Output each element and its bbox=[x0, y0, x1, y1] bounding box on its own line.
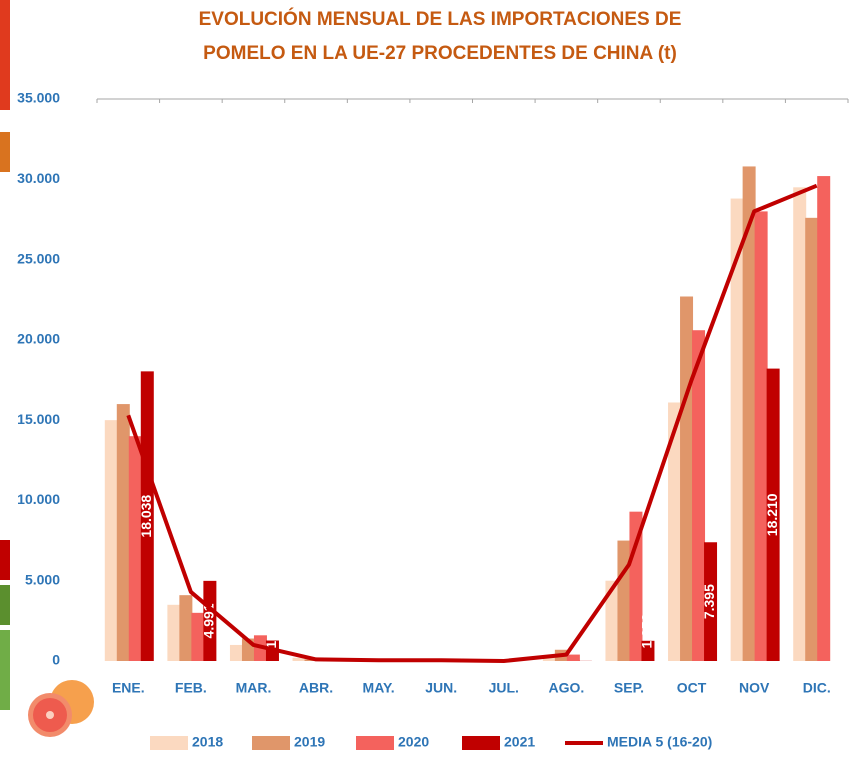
bar bbox=[805, 218, 818, 661]
data-label: 1.258 bbox=[639, 613, 655, 648]
x-tick-label: JUN. bbox=[425, 680, 457, 696]
y-tick-label: 5.000 bbox=[25, 571, 60, 587]
x-tick-label: JUL. bbox=[489, 680, 519, 696]
x-tick-label: DIC. bbox=[803, 680, 831, 696]
data-label: - bbox=[388, 628, 404, 633]
x-tick-label: AGO. bbox=[548, 680, 584, 696]
bar bbox=[817, 176, 830, 661]
side-strip bbox=[0, 585, 10, 625]
data-label: - bbox=[451, 628, 467, 633]
bar bbox=[105, 420, 118, 661]
data-label: 1.276 bbox=[263, 613, 279, 648]
y-tick-label: 35.000 bbox=[17, 90, 60, 106]
x-tick-label: NOV bbox=[739, 680, 770, 696]
y-tick-label: 0 bbox=[52, 652, 60, 668]
legend-label: MEDIA 5 (16-20) bbox=[607, 734, 712, 750]
x-tick-label: MAR. bbox=[236, 680, 272, 696]
y-tick-label: 25.000 bbox=[17, 250, 60, 266]
x-tick-label: MAY. bbox=[363, 680, 395, 696]
bar bbox=[617, 541, 630, 661]
bar bbox=[793, 187, 806, 661]
legend-swatch bbox=[356, 736, 394, 750]
legend-swatch bbox=[462, 736, 500, 750]
side-strip bbox=[0, 132, 10, 172]
bar bbox=[179, 595, 192, 661]
side-strip bbox=[0, 0, 10, 110]
data-label: 7.395 bbox=[701, 584, 717, 619]
legend-label: 2021 bbox=[504, 734, 535, 750]
data-label: 63 bbox=[326, 623, 342, 639]
bar bbox=[129, 436, 142, 661]
x-tick-label: OCT bbox=[677, 680, 707, 696]
bar bbox=[117, 404, 130, 661]
x-tick-label: ENE. bbox=[112, 680, 145, 696]
bar bbox=[167, 605, 180, 661]
y-tick-label: 20.000 bbox=[17, 331, 60, 347]
y-tick-label: 30.000 bbox=[17, 170, 60, 186]
bar bbox=[680, 297, 693, 661]
legend-label: 2020 bbox=[398, 734, 429, 750]
bar bbox=[755, 211, 768, 661]
side-strip bbox=[0, 540, 10, 580]
legend-swatch bbox=[252, 736, 290, 750]
bar bbox=[230, 645, 243, 661]
legend-swatch bbox=[150, 736, 188, 750]
data-label: - bbox=[513, 628, 529, 633]
legend-label: 2018 bbox=[192, 734, 223, 750]
x-tick-label: ABR. bbox=[299, 680, 333, 696]
x-tick-label: SEP. bbox=[614, 680, 644, 696]
chart: EVOLUCIÓN MENSUAL DE LAS IMPORTACIONES D… bbox=[0, 0, 851, 763]
data-label: 18.038 bbox=[138, 495, 154, 538]
y-tick-label: 15.000 bbox=[17, 411, 60, 427]
y-tick-label: 10.000 bbox=[17, 491, 60, 507]
x-tick-label: FEB. bbox=[175, 680, 207, 696]
legend-label: 2019 bbox=[294, 734, 325, 750]
side-strip bbox=[0, 630, 10, 710]
chart-title: POMELO EN LA UE-27 PROCEDENTES DE CHINA … bbox=[203, 43, 677, 64]
chart-title: EVOLUCIÓN MENSUAL DE LAS IMPORTACIONES D… bbox=[199, 8, 682, 30]
bar bbox=[567, 655, 580, 661]
data-label: 18.210 bbox=[764, 493, 780, 536]
